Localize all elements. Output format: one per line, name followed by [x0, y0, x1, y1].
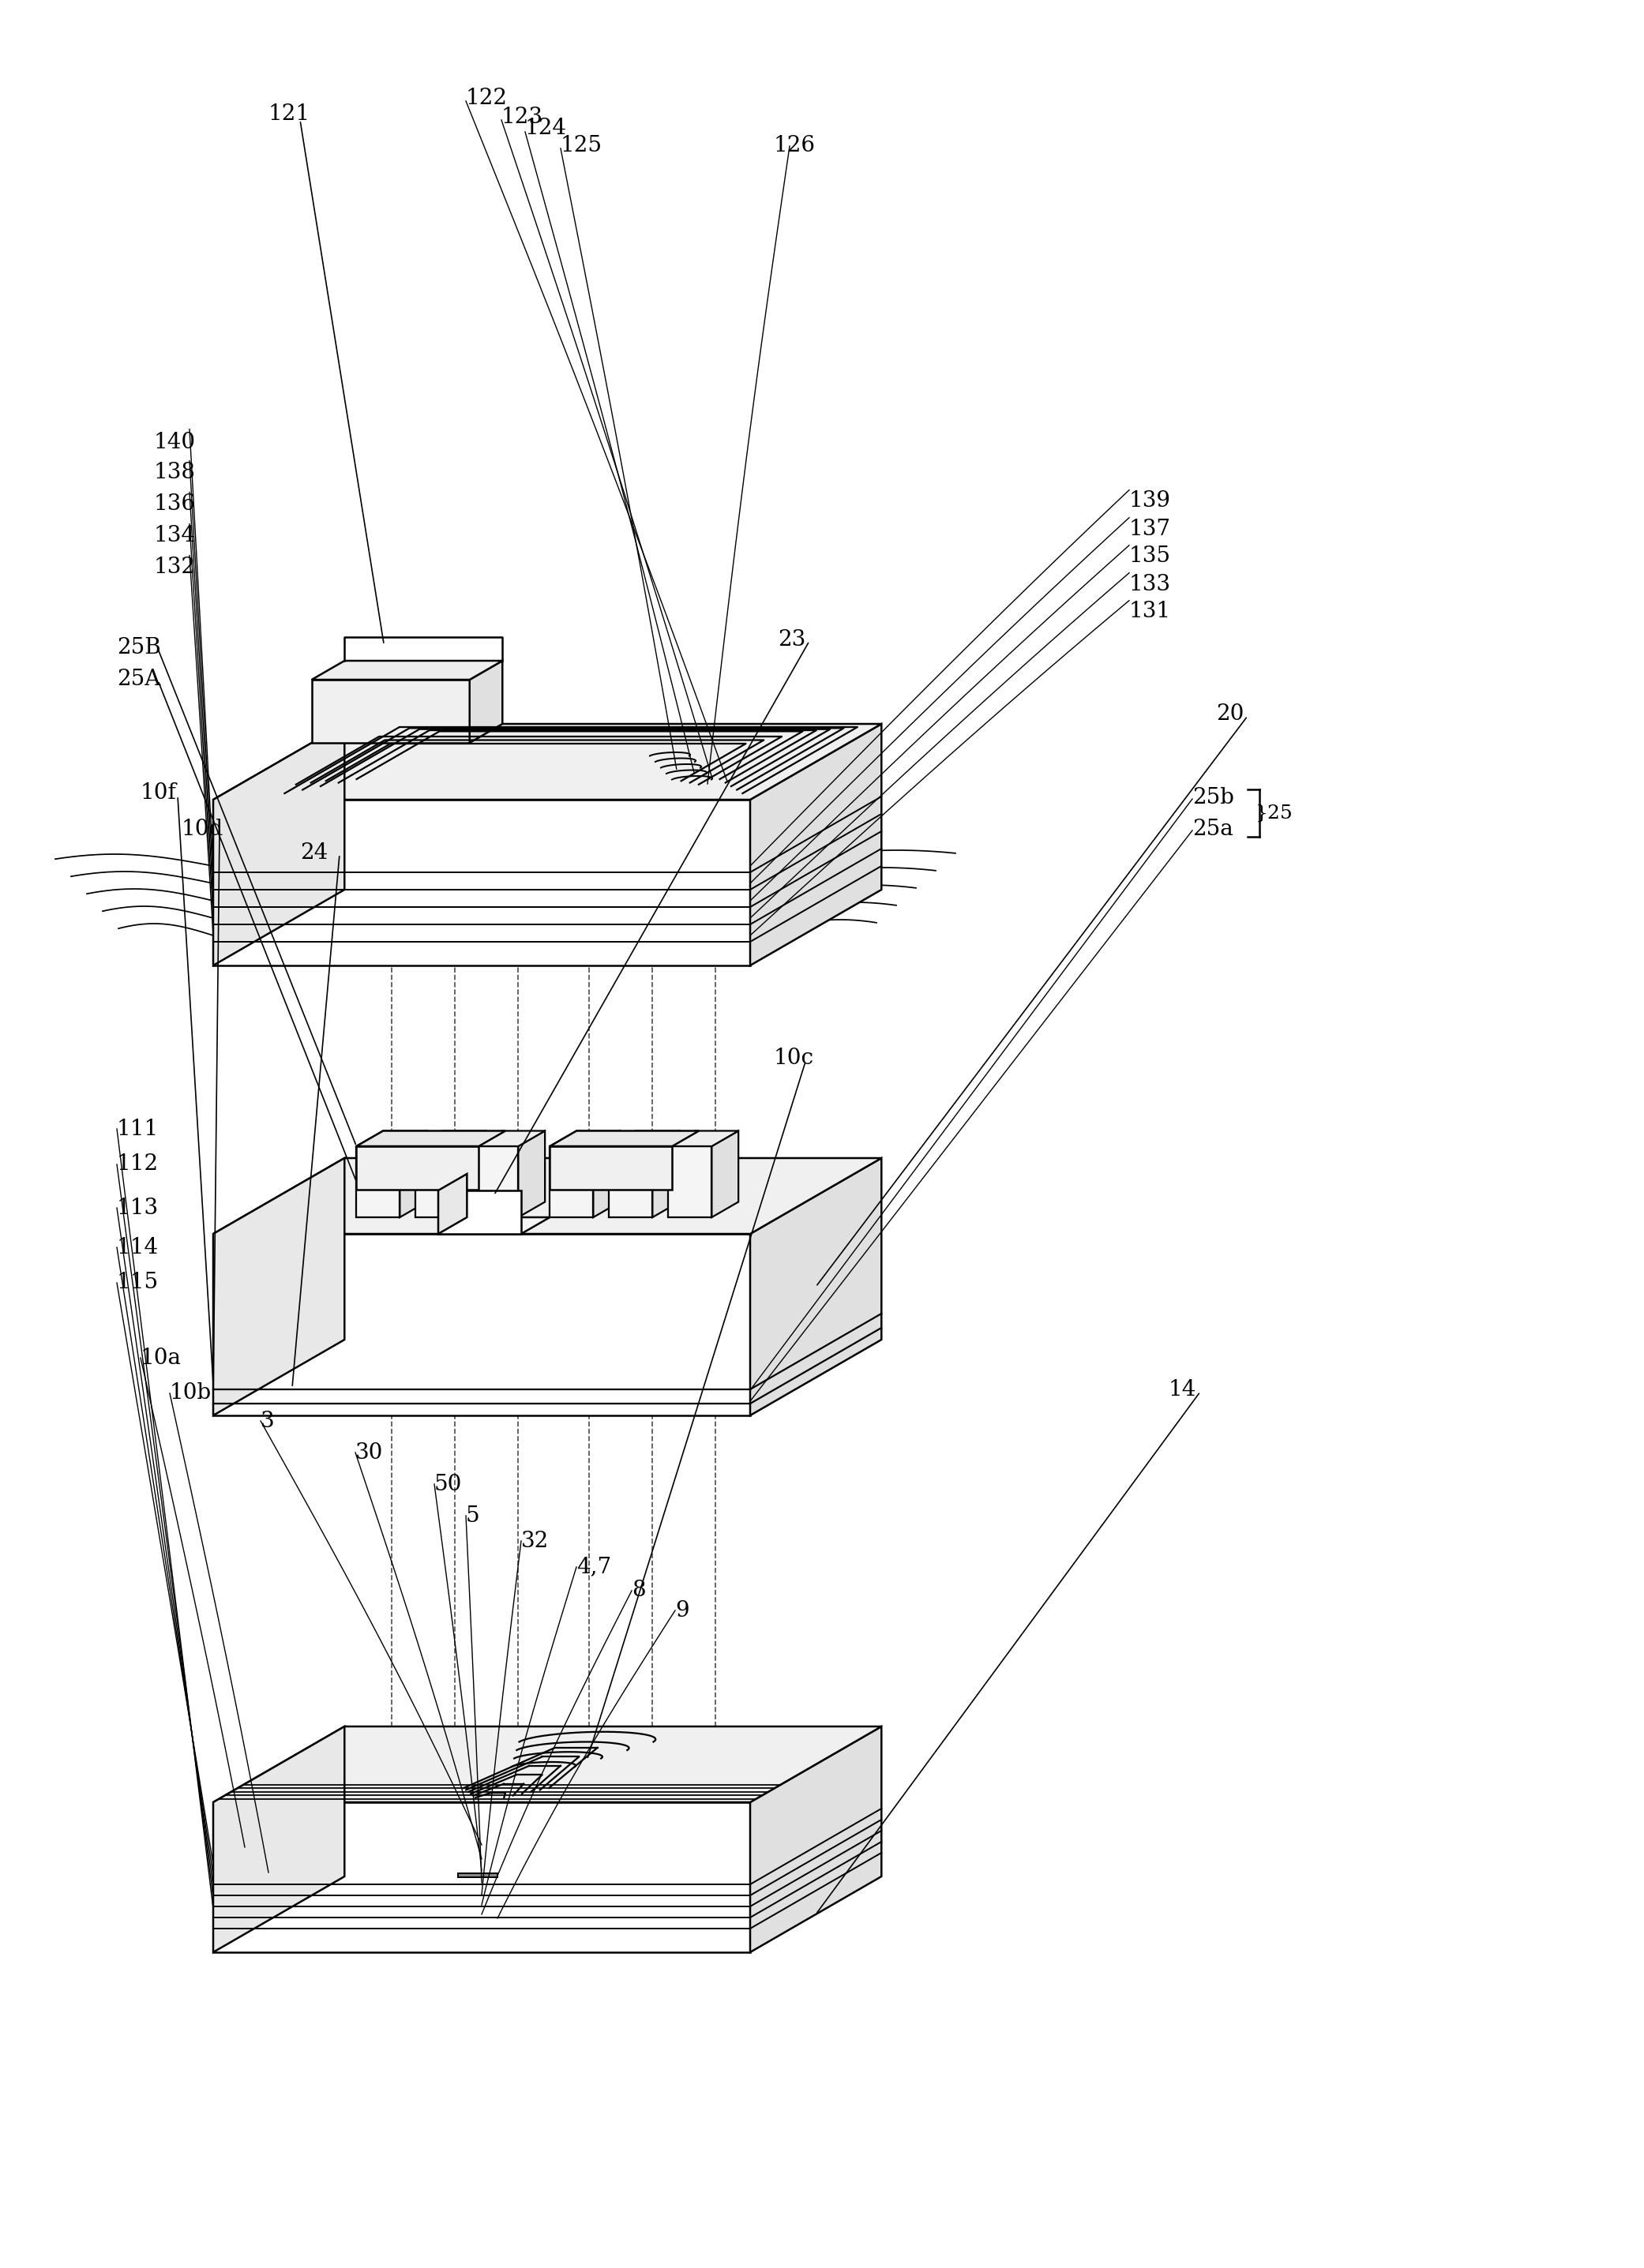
Polygon shape	[439, 1191, 521, 1234]
Text: 133: 133	[1129, 574, 1171, 594]
Text: 8: 8	[631, 1581, 646, 1601]
Polygon shape	[475, 1145, 518, 1218]
Polygon shape	[214, 723, 345, 966]
Polygon shape	[608, 1132, 679, 1145]
Text: 32: 32	[521, 1531, 549, 1551]
Polygon shape	[312, 680, 470, 744]
Polygon shape	[549, 1132, 699, 1145]
Polygon shape	[470, 660, 503, 744]
Text: 10a: 10a	[140, 1347, 181, 1368]
Text: 5: 5	[465, 1506, 480, 1526]
Text: 10d: 10d	[181, 819, 224, 839]
Text: 139: 139	[1129, 490, 1171, 513]
Text: 14: 14	[1169, 1379, 1197, 1399]
Text: 25A: 25A	[117, 669, 161, 689]
Text: 135: 135	[1129, 547, 1171, 567]
Text: 25b: 25b	[1192, 787, 1235, 807]
Text: 132: 132	[155, 556, 196, 578]
Text: 25a: 25a	[1192, 819, 1233, 839]
Polygon shape	[357, 1145, 399, 1218]
Polygon shape	[712, 1132, 738, 1218]
Polygon shape	[214, 1803, 750, 1953]
Polygon shape	[750, 1726, 881, 1953]
Text: 131: 131	[1129, 601, 1171, 621]
Polygon shape	[214, 1159, 881, 1234]
Text: 112: 112	[117, 1154, 159, 1175]
Text: 125: 125	[561, 136, 602, 156]
Polygon shape	[549, 1145, 593, 1218]
Text: 24: 24	[301, 841, 327, 864]
Polygon shape	[312, 660, 503, 680]
Text: 134: 134	[155, 524, 196, 547]
Text: 20: 20	[1217, 703, 1245, 726]
Text: 114: 114	[117, 1236, 159, 1259]
Polygon shape	[549, 1145, 672, 1191]
Polygon shape	[475, 1132, 544, 1145]
Polygon shape	[416, 1132, 485, 1145]
Polygon shape	[357, 1132, 505, 1145]
Polygon shape	[399, 1132, 426, 1218]
Polygon shape	[214, 723, 881, 801]
Polygon shape	[214, 1726, 345, 1953]
Text: 122: 122	[465, 88, 508, 109]
Text: 137: 137	[1129, 519, 1171, 540]
Polygon shape	[608, 1145, 653, 1218]
Text: 136: 136	[155, 492, 196, 515]
Polygon shape	[750, 1159, 881, 1415]
Text: 123: 123	[501, 107, 543, 127]
Polygon shape	[459, 1132, 485, 1218]
Text: 23: 23	[778, 628, 806, 651]
Polygon shape	[669, 1145, 712, 1218]
Polygon shape	[214, 1726, 881, 1803]
Text: 50: 50	[434, 1474, 462, 1495]
Text: }25: }25	[1256, 805, 1294, 823]
Text: 124: 124	[524, 118, 567, 138]
Text: 25B: 25B	[117, 637, 161, 658]
Text: 113: 113	[117, 1198, 159, 1218]
Polygon shape	[214, 1159, 345, 1415]
Polygon shape	[518, 1132, 544, 1218]
Text: 30: 30	[355, 1442, 383, 1463]
Polygon shape	[549, 1132, 620, 1145]
Polygon shape	[593, 1132, 620, 1218]
Text: 121: 121	[268, 104, 311, 125]
Text: 111: 111	[117, 1118, 159, 1139]
Text: 115: 115	[117, 1272, 159, 1293]
Polygon shape	[439, 1218, 549, 1234]
Text: 9: 9	[676, 1599, 689, 1622]
Polygon shape	[750, 723, 881, 966]
Polygon shape	[669, 1132, 738, 1145]
Text: 138: 138	[155, 460, 196, 483]
Polygon shape	[214, 1234, 750, 1415]
Text: 140: 140	[155, 431, 196, 454]
Text: 10c: 10c	[774, 1048, 814, 1068]
Text: 4,7: 4,7	[577, 1556, 612, 1579]
Text: 10b: 10b	[169, 1383, 212, 1404]
Polygon shape	[214, 801, 750, 966]
Polygon shape	[357, 1132, 426, 1145]
Polygon shape	[416, 1145, 459, 1218]
Polygon shape	[653, 1132, 679, 1218]
Polygon shape	[357, 1145, 478, 1191]
Text: 3: 3	[261, 1411, 275, 1431]
Polygon shape	[459, 1873, 498, 1878]
Text: 126: 126	[774, 136, 815, 156]
Text: 10f: 10f	[140, 782, 178, 805]
Polygon shape	[439, 1175, 467, 1234]
